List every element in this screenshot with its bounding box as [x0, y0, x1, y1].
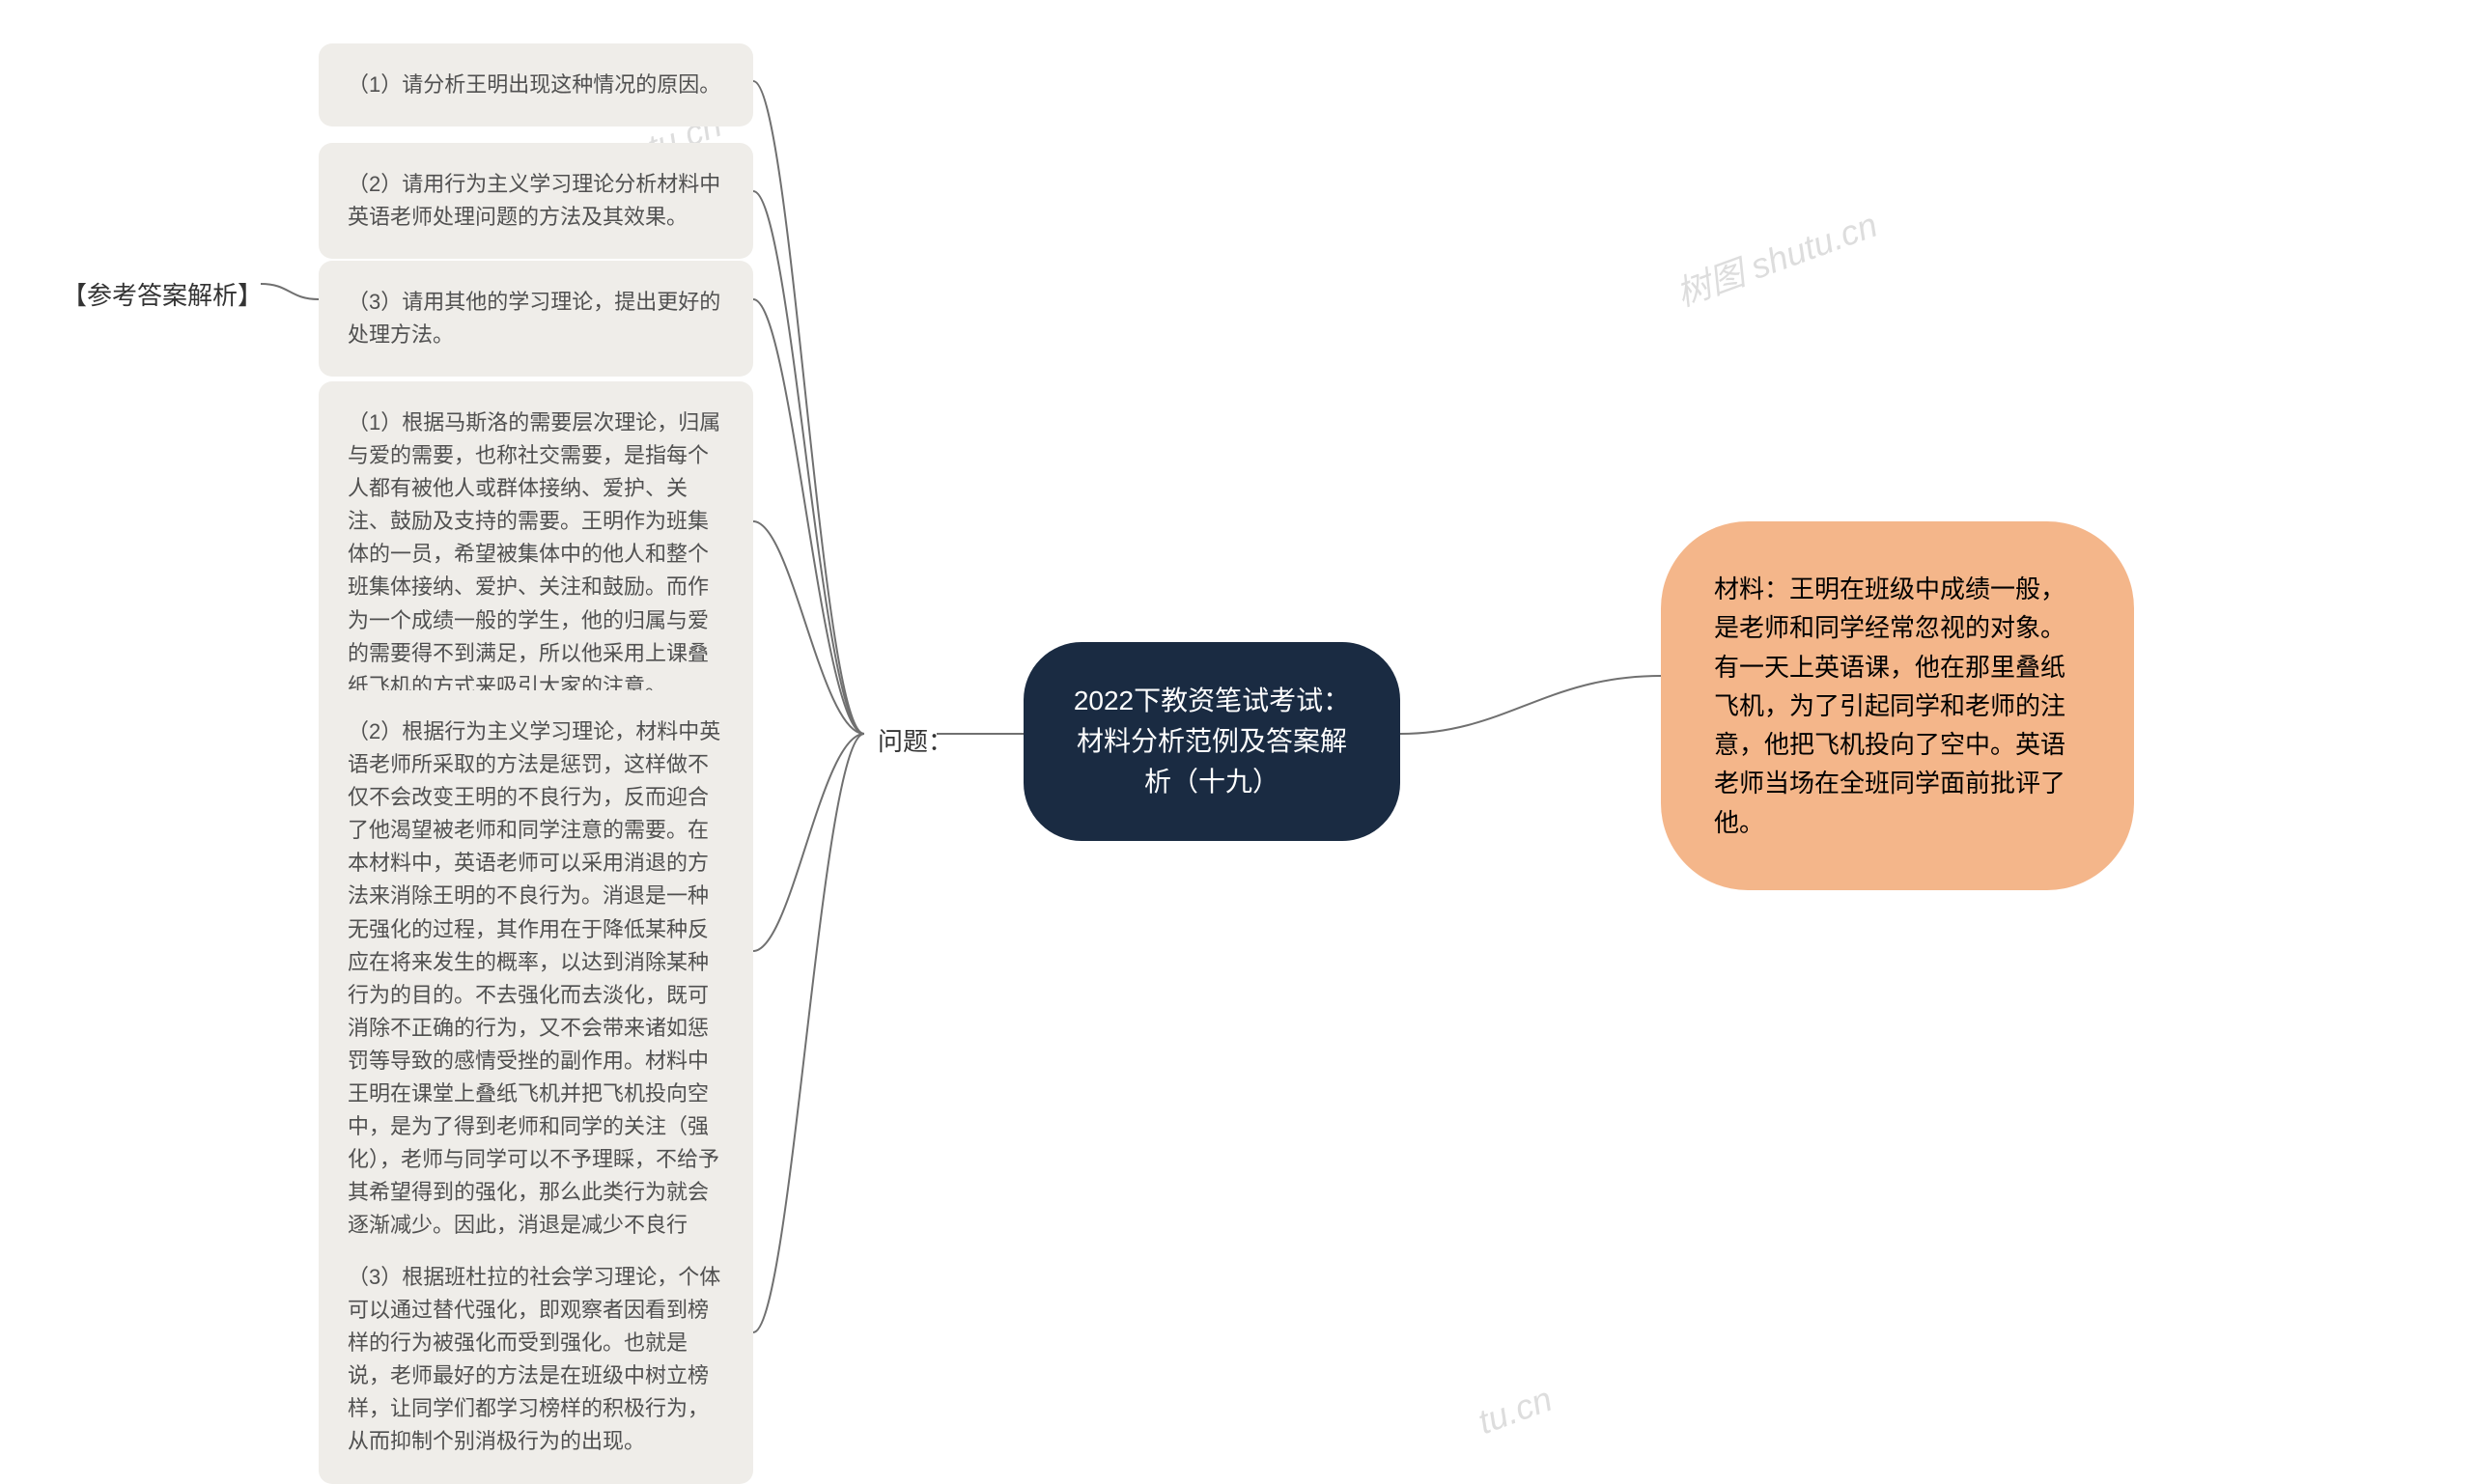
question-label[interactable]: 问题：	[864, 714, 967, 766]
material-node[interactable]: 材料：王明在班级中成绩一般，是老师和同学经常忽视的对象。有一天上英语课，他在那里…	[1661, 521, 2134, 890]
answer-1[interactable]: （1）根据马斯洛的需要层次理论，归属与爱的需要，也称社交需要，是指每个人都有被他…	[319, 381, 753, 728]
answer-2[interactable]: （2）根据行为主义学习理论，材料中英语老师所采取的方法是惩罚，这样做不仅不会改变…	[319, 690, 753, 1301]
answer-3[interactable]: （3）根据班杜拉的社会学习理论，个体可以通过替代强化，即观察者因看到榜样的行为被…	[319, 1236, 753, 1484]
watermark: 树图 shutu.cn	[1669, 197, 1884, 316]
connector	[1400, 676, 1661, 734]
connector	[753, 299, 864, 734]
connector	[753, 521, 864, 734]
question-3[interactable]: （3）请用其他的学习理论，提出更好的处理方法。	[319, 261, 753, 377]
connector	[753, 734, 864, 1332]
connector	[753, 191, 864, 734]
question-1[interactable]: （1）请分析王明出现这种情况的原因。	[319, 43, 753, 126]
center-node[interactable]: 2022下教资笔试考试：材料分析范例及答案解析（十九）	[1024, 642, 1400, 841]
watermark: tu.cn	[1473, 1379, 1558, 1442]
answer-label[interactable]: 【参考答案解析】	[48, 268, 276, 320]
connector	[753, 734, 864, 951]
question-2[interactable]: （2）请用行为主义学习理论分析材料中英语老师处理问题的方法及其效果。	[319, 143, 753, 259]
connector	[753, 81, 864, 734]
